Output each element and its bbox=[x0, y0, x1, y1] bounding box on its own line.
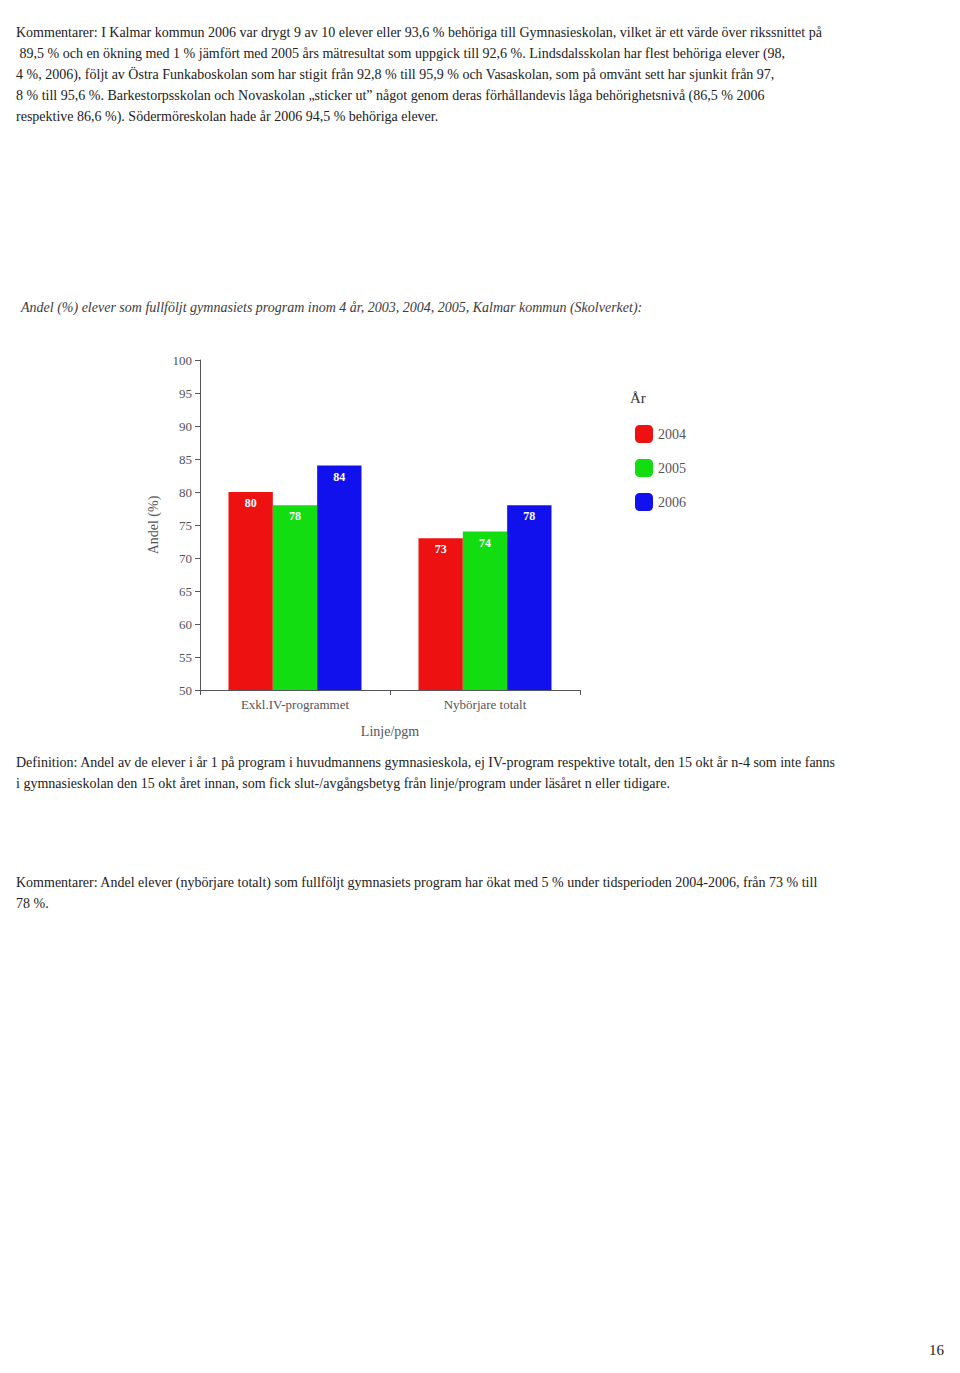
svg-text:Linje/pgm: Linje/pgm bbox=[361, 724, 419, 739]
svg-text:65: 65 bbox=[179, 584, 192, 599]
svg-text:År: År bbox=[630, 390, 646, 406]
svg-text:50: 50 bbox=[179, 683, 192, 698]
svg-text:2006: 2006 bbox=[658, 495, 686, 510]
svg-text:i gymnasieskolan den 15 okt år: i gymnasieskolan den 15 okt året innan, … bbox=[16, 776, 670, 791]
svg-text:55: 55 bbox=[179, 650, 192, 665]
svg-text:73: 73 bbox=[435, 542, 447, 556]
svg-text:60: 60 bbox=[179, 617, 192, 632]
svg-text:89,5 % och en ökning med 1 % j: 89,5 % och en ökning med 1 % jämfört med… bbox=[16, 46, 785, 62]
svg-text:75: 75 bbox=[179, 518, 192, 533]
svg-text:4 %, 2006), följt av Östra Fun: 4 %, 2006), följt av Östra Funkaboskolan… bbox=[16, 66, 774, 83]
svg-text:95: 95 bbox=[179, 386, 192, 401]
svg-text:100: 100 bbox=[173, 353, 193, 368]
svg-text:8 % till 95,6 %. Barkestorpssk: 8 % till 95,6 %. Barkestorpsskolan och N… bbox=[16, 88, 768, 104]
svg-text:90: 90 bbox=[179, 419, 192, 434]
svg-text:16: 16 bbox=[929, 1342, 945, 1358]
svg-text:Kommentarer: Andel elever (nyb: Kommentarer: Andel elever (nybörjare tot… bbox=[16, 875, 821, 891]
svg-text:2004: 2004 bbox=[658, 427, 686, 442]
svg-text:78: 78 bbox=[523, 509, 535, 523]
svg-text:Definition: Andel av de elever: Definition: Andel av de elever i år 1 på… bbox=[16, 755, 839, 770]
svg-text:85: 85 bbox=[179, 452, 192, 467]
svg-text:respektive 86,6 %). Södermöres: respektive 86,6 %). Södermöreskolan hade… bbox=[16, 109, 438, 125]
svg-text:Andel (%): Andel (%) bbox=[146, 495, 162, 554]
svg-text:78 %.: 78 %. bbox=[16, 896, 49, 911]
svg-text:Andel (%) elever som fullföljt: Andel (%) elever som fullföljt gymnasiet… bbox=[20, 300, 642, 316]
svg-text:70: 70 bbox=[179, 551, 192, 566]
svg-text:Kommentarer: I Kalmar kommun 2: Kommentarer: I Kalmar kommun 2006 var dr… bbox=[16, 25, 823, 40]
svg-text:80: 80 bbox=[245, 496, 257, 510]
svg-text:74: 74 bbox=[479, 536, 491, 550]
svg-text:84: 84 bbox=[333, 470, 345, 484]
svg-text:Exkl.IV-programmet: Exkl.IV-programmet bbox=[241, 697, 350, 712]
svg-text:Nybörjare totalt: Nybörjare totalt bbox=[444, 697, 527, 712]
svg-text:2005: 2005 bbox=[658, 461, 686, 476]
svg-text:80: 80 bbox=[179, 485, 192, 500]
svg-text:78: 78 bbox=[289, 509, 301, 523]
